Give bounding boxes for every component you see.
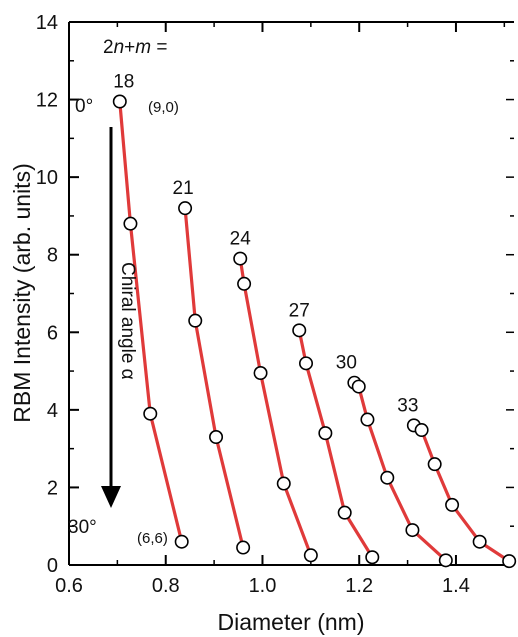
angle-top-label: 0° [75,96,93,117]
angle-bottom-index-label: (6,6) [137,530,168,547]
data-point [178,201,193,216]
x-tick-label: 1.2 [345,575,373,597]
data-point [299,356,314,371]
x-axis-title: Diameter (nm) [218,609,365,635]
data-point [318,426,333,441]
data-point [292,323,307,338]
data-point [337,505,352,520]
data-point [427,457,442,472]
series-label-33: 33 [397,395,418,416]
data-point [351,379,366,394]
y-tick-label: 14 [36,12,58,34]
data-point [303,548,318,563]
series-line-33 [413,424,511,563]
data-point [276,476,291,491]
x-tick-label: 1.0 [249,575,277,597]
series-line-18 [118,101,184,543]
series-header-label: 2n+m = [103,37,167,58]
series-label-18: 18 [113,72,134,93]
y-axis-title: RBM Intensity (arb. units) [9,163,35,422]
data-point [209,430,224,445]
x-tick-label: 0.6 [55,575,83,597]
y-tick-label: 4 [47,400,58,422]
series-label-21: 21 [173,178,194,199]
y-tick-label: 8 [47,245,58,267]
data-point [502,554,517,569]
data-point [380,470,395,485]
data-point [405,523,420,538]
y-tick-label: 12 [36,90,58,112]
angle-bottom-label: 30° [68,517,97,538]
chiral-angle-label: Chiral angle α [117,262,138,380]
data-point [445,497,460,512]
series-labels: 18 21 24 27 30 33 [113,72,418,417]
data-point [360,412,375,427]
x-tick-label: 0.8 [152,575,180,597]
y-tick-label: 2 [47,477,58,499]
data-point [143,406,158,421]
data-point [123,216,138,231]
y-tick-label: 6 [47,322,58,344]
data-point [237,276,252,291]
data-point [188,313,203,328]
series-label-27: 27 [289,300,310,321]
data-point [438,553,453,568]
data-point [236,540,251,555]
y-tick-label: 0 [47,555,58,577]
angle-top-index-label: (9,0) [148,99,179,116]
series-label-30: 30 [336,353,357,374]
data-point [414,423,429,438]
chiral-angle-arrow [101,127,121,508]
series-points [112,94,517,569]
y-tick-label: 10 [36,167,58,189]
series-line-21 [183,208,245,548]
series-lines [118,101,511,563]
data-point [112,94,127,109]
data-point [253,366,268,381]
data-point [365,550,380,565]
data-point [233,251,248,266]
x-tick-label: 1.4 [442,575,470,597]
data-point [174,534,189,549]
data-point [472,534,487,549]
series-label-24: 24 [230,229,252,250]
